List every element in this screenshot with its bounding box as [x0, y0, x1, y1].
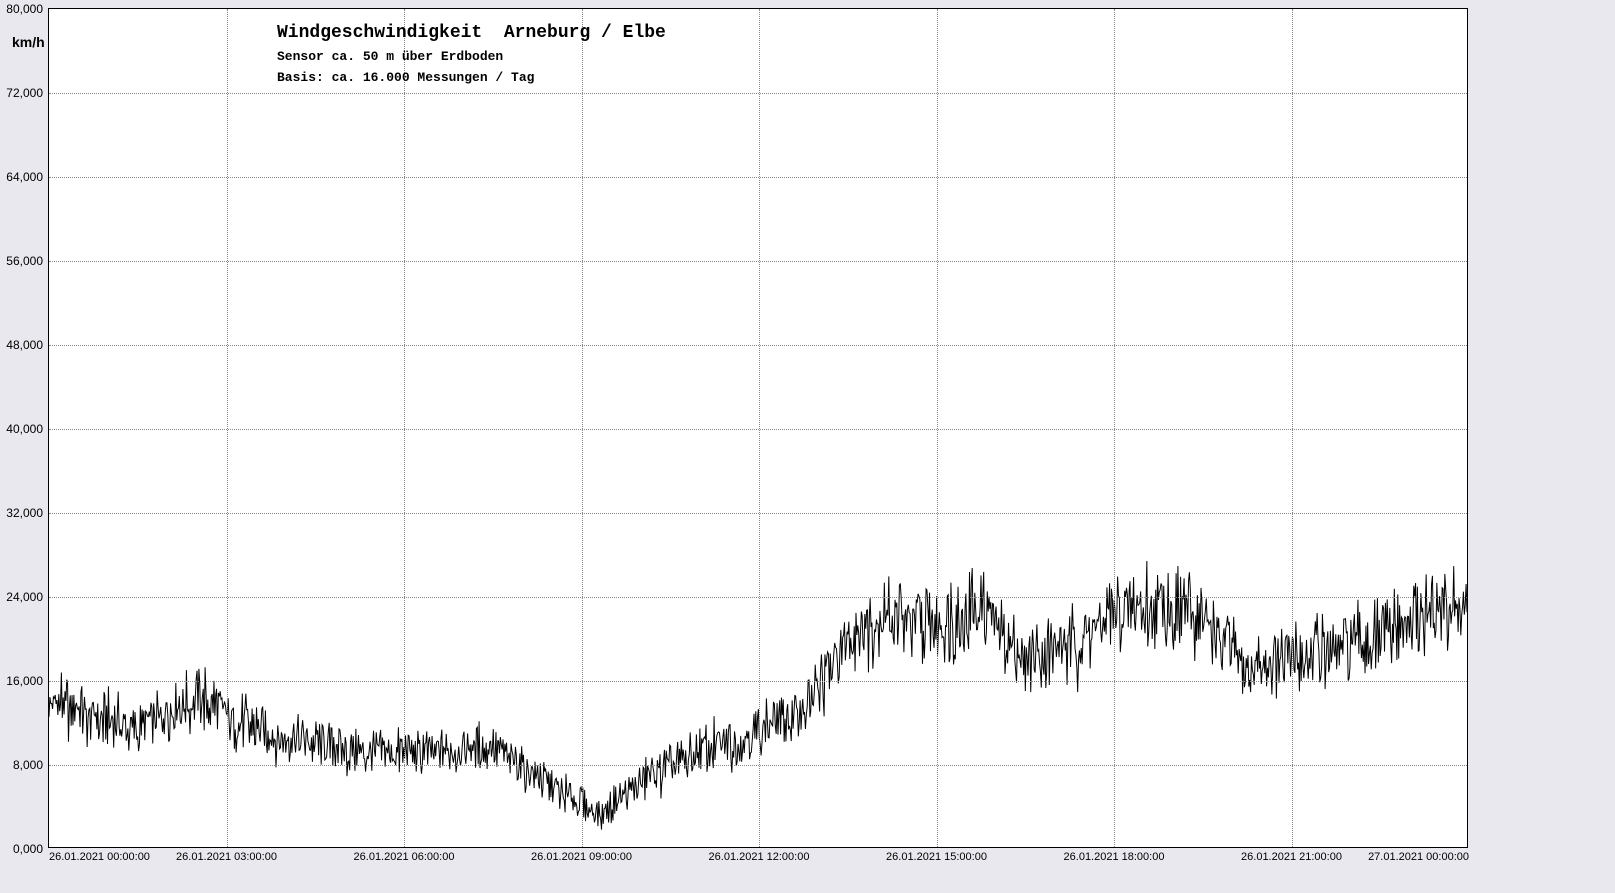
x-grid-line — [937, 9, 938, 847]
y-tick-label: 56,000 — [6, 254, 49, 268]
y-grid-line — [49, 261, 1467, 262]
x-grid-line — [1292, 9, 1293, 847]
y-tick-label: 48,000 — [6, 338, 49, 352]
x-grid-line — [227, 9, 228, 847]
chart-title: Windgeschwindigkeit Arneburg / Elbe — [277, 23, 666, 43]
x-grid-line — [582, 9, 583, 847]
y-grid-line — [49, 765, 1467, 766]
y-grid-line — [49, 597, 1467, 598]
x-tick-label: 26.01.2021 06:00:00 — [354, 847, 455, 863]
y-grid-line — [49, 93, 1467, 94]
y-grid-line — [49, 513, 1467, 514]
x-tick-label: 26.01.2021 09:00:00 — [531, 847, 632, 863]
y-tick-label: 0,000 — [13, 842, 49, 856]
y-grid-line — [49, 345, 1467, 346]
y-grid-line — [49, 177, 1467, 178]
chart-subtitle-1: Sensor ca. 50 m über Erdboden — [277, 49, 666, 64]
chart-plot-area: Windgeschwindigkeit Arneburg / Elbe Sens… — [48, 8, 1468, 848]
x-tick-label: 26.01.2021 12:00:00 — [709, 847, 810, 863]
y-grid-line — [49, 429, 1467, 430]
y-tick-label: 64,000 — [6, 170, 49, 184]
x-tick-label: 26.01.2021 18:00:00 — [1064, 847, 1165, 863]
y-tick-label: 24,000 — [6, 590, 49, 604]
x-grid-line — [1114, 9, 1115, 847]
y-tick-label: 16,000 — [6, 674, 49, 688]
chart-line-series — [49, 9, 1467, 847]
x-tick-label: 26.01.2021 21:00:00 — [1241, 847, 1342, 863]
y-tick-label: 72,000 — [6, 86, 49, 100]
x-grid-line — [404, 9, 405, 847]
chart-subtitle-2: Basis: ca. 16.000 Messungen / Tag — [277, 70, 666, 85]
x-tick-label: 27.01.2021 00:00:00 — [1368, 847, 1469, 863]
page-root: Windgeschwindigkeit Arneburg / Elbe Sens… — [0, 0, 1615, 893]
y-tick-label: 32,000 — [6, 506, 49, 520]
y-axis-unit-label: km/h — [12, 34, 45, 50]
y-grid-line — [49, 681, 1467, 682]
x-tick-label: 26.01.2021 03:00:00 — [176, 847, 277, 863]
chart-title-block: Windgeschwindigkeit Arneburg / Elbe Sens… — [277, 23, 666, 85]
y-tick-label: 8,000 — [13, 758, 49, 772]
x-tick-label: 26.01.2021 15:00:00 — [886, 847, 987, 863]
y-tick-label: 80,000 — [6, 2, 49, 16]
x-tick-label: 26.01.2021 00:00:00 — [49, 847, 150, 863]
y-tick-label: 40,000 — [6, 422, 49, 436]
x-grid-line — [759, 9, 760, 847]
